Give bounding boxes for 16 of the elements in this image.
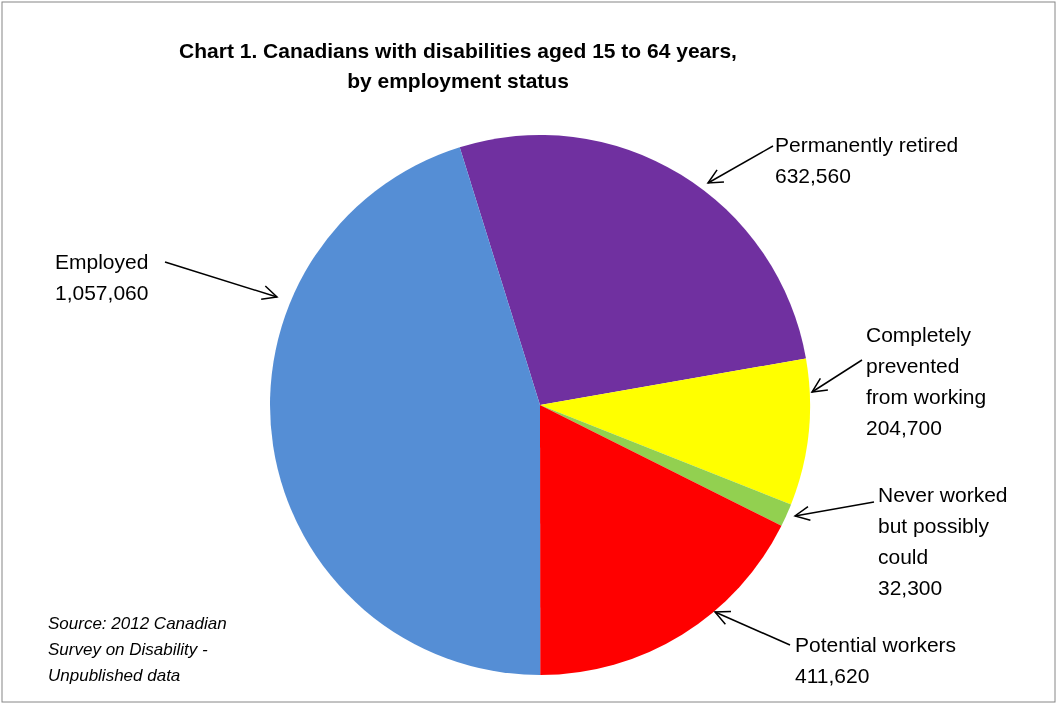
slice-label: Completely prevented from working	[866, 323, 987, 408]
slice-label: Permanently retired	[775, 133, 959, 156]
slice-label: Potential workers	[795, 633, 957, 656]
pie-slice	[540, 405, 792, 526]
data-label: 632,560	[775, 164, 851, 187]
data-label: 204,700	[866, 416, 942, 439]
data-label: 1,057,060	[55, 281, 149, 304]
chart-title: Chart 1. Canadians with disabilities aged 15 to 64 years, by employment status	[179, 39, 737, 92]
slice-label: Never worked but possibly could	[878, 483, 1008, 568]
slice-label: Employed	[55, 250, 149, 273]
source-note: Source: 2012 Canadian Survey on Disability - Unpublished data	[48, 614, 227, 685]
data-label: 32,300	[878, 576, 943, 599]
pie-slice	[540, 405, 782, 675]
pie-slice	[270, 147, 541, 675]
data-label: 411,620	[795, 664, 870, 687]
pie-slice	[540, 358, 810, 505]
